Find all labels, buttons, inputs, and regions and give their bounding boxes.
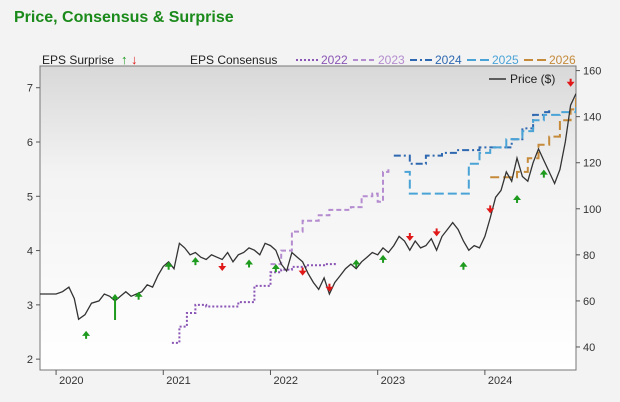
consensus-line-2025: [404, 101, 576, 195]
legend-beat-arrow-icon: ↑: [121, 52, 128, 67]
consensus-line-2022: [171, 262, 336, 344]
consensus-line-2023: [270, 166, 390, 266]
y-right-tick-label: 80: [583, 250, 595, 262]
miss-arrow-head-icon: [486, 208, 495, 214]
consensus-line-2026: [490, 95, 576, 179]
legend-miss-arrow-icon: ↓: [131, 52, 138, 67]
legend-price-label: Price ($): [510, 72, 555, 86]
y-right-tick-label: 160: [583, 66, 601, 78]
miss-arrow-head-icon: [325, 286, 334, 292]
chart-title: Price, Consensus & Surprise: [14, 9, 234, 26]
miss-arrow-head-icon: [405, 236, 414, 242]
legend-consensus-label: EPS Consensus: [190, 53, 277, 67]
beat-arrow-head-icon: [111, 294, 120, 299]
plot-background: [39, 65, 577, 371]
x-tick-label: 2022: [273, 375, 297, 387]
y-left-tick-label: 3: [27, 300, 33, 312]
beat-arrow-head-icon: [134, 291, 143, 297]
surprise-markers: [82, 78, 575, 339]
beat-arrow-head-icon: [379, 254, 388, 260]
beat-arrow-head-icon: [191, 257, 200, 263]
y-right-tick-label: 140: [583, 112, 601, 124]
beat-arrow-head-icon: [513, 194, 522, 200]
x-tick-label: 2024: [488, 375, 512, 387]
x-tick-label: 2023: [381, 375, 405, 387]
legend-series-label: 2026: [549, 53, 576, 67]
y-right-tick-label: 40: [583, 342, 595, 354]
y-left-tick-label: 7: [27, 83, 33, 95]
beat-arrow-head-icon: [164, 261, 173, 267]
y-right-tick-label: 60: [583, 296, 595, 308]
consensus-line-2024: [393, 109, 551, 165]
y-left-tick-label: 5: [27, 191, 33, 203]
beat-arrow-head-icon: [352, 259, 361, 265]
beat-arrow-head-icon: [245, 259, 254, 265]
x-tick-label: 2021: [166, 375, 190, 387]
y-left-tick-label: 4: [27, 246, 33, 258]
legend-series-label: 2022: [321, 53, 348, 67]
beat-arrow-head-icon: [271, 264, 280, 270]
y-left-tick-label: 6: [27, 137, 33, 149]
beat-arrow-head-icon: [459, 261, 468, 267]
x-tick-label: 2020: [59, 375, 83, 387]
legend-series-label: 2024: [435, 53, 462, 67]
y-right-tick-label: 100: [583, 204, 601, 216]
axes: 2 3 4 5 6 7 40 60 80 100 120 140 160 2020 2021 2022 2023…: [27, 66, 601, 387]
beat-arrow-head-icon: [82, 330, 91, 336]
legend-series-label: 2023: [378, 53, 405, 67]
miss-arrow-head-icon: [218, 265, 227, 271]
legend-surprise-label: EPS Surprise: [42, 53, 114, 67]
legend: EPS Surprise ↑ ↓ EPS Consensus 2022 2023 2…: [42, 52, 576, 86]
y-left-tick-label: 2: [27, 354, 33, 366]
y-right-tick-label: 120: [583, 158, 601, 170]
miss-arrow-head-icon: [432, 231, 441, 237]
legend-series-label: 2025: [492, 53, 519, 67]
miss-arrow-head-icon: [566, 81, 575, 87]
beat-arrow-head-icon: [539, 169, 548, 175]
miss-arrow-head-icon: [298, 270, 307, 276]
